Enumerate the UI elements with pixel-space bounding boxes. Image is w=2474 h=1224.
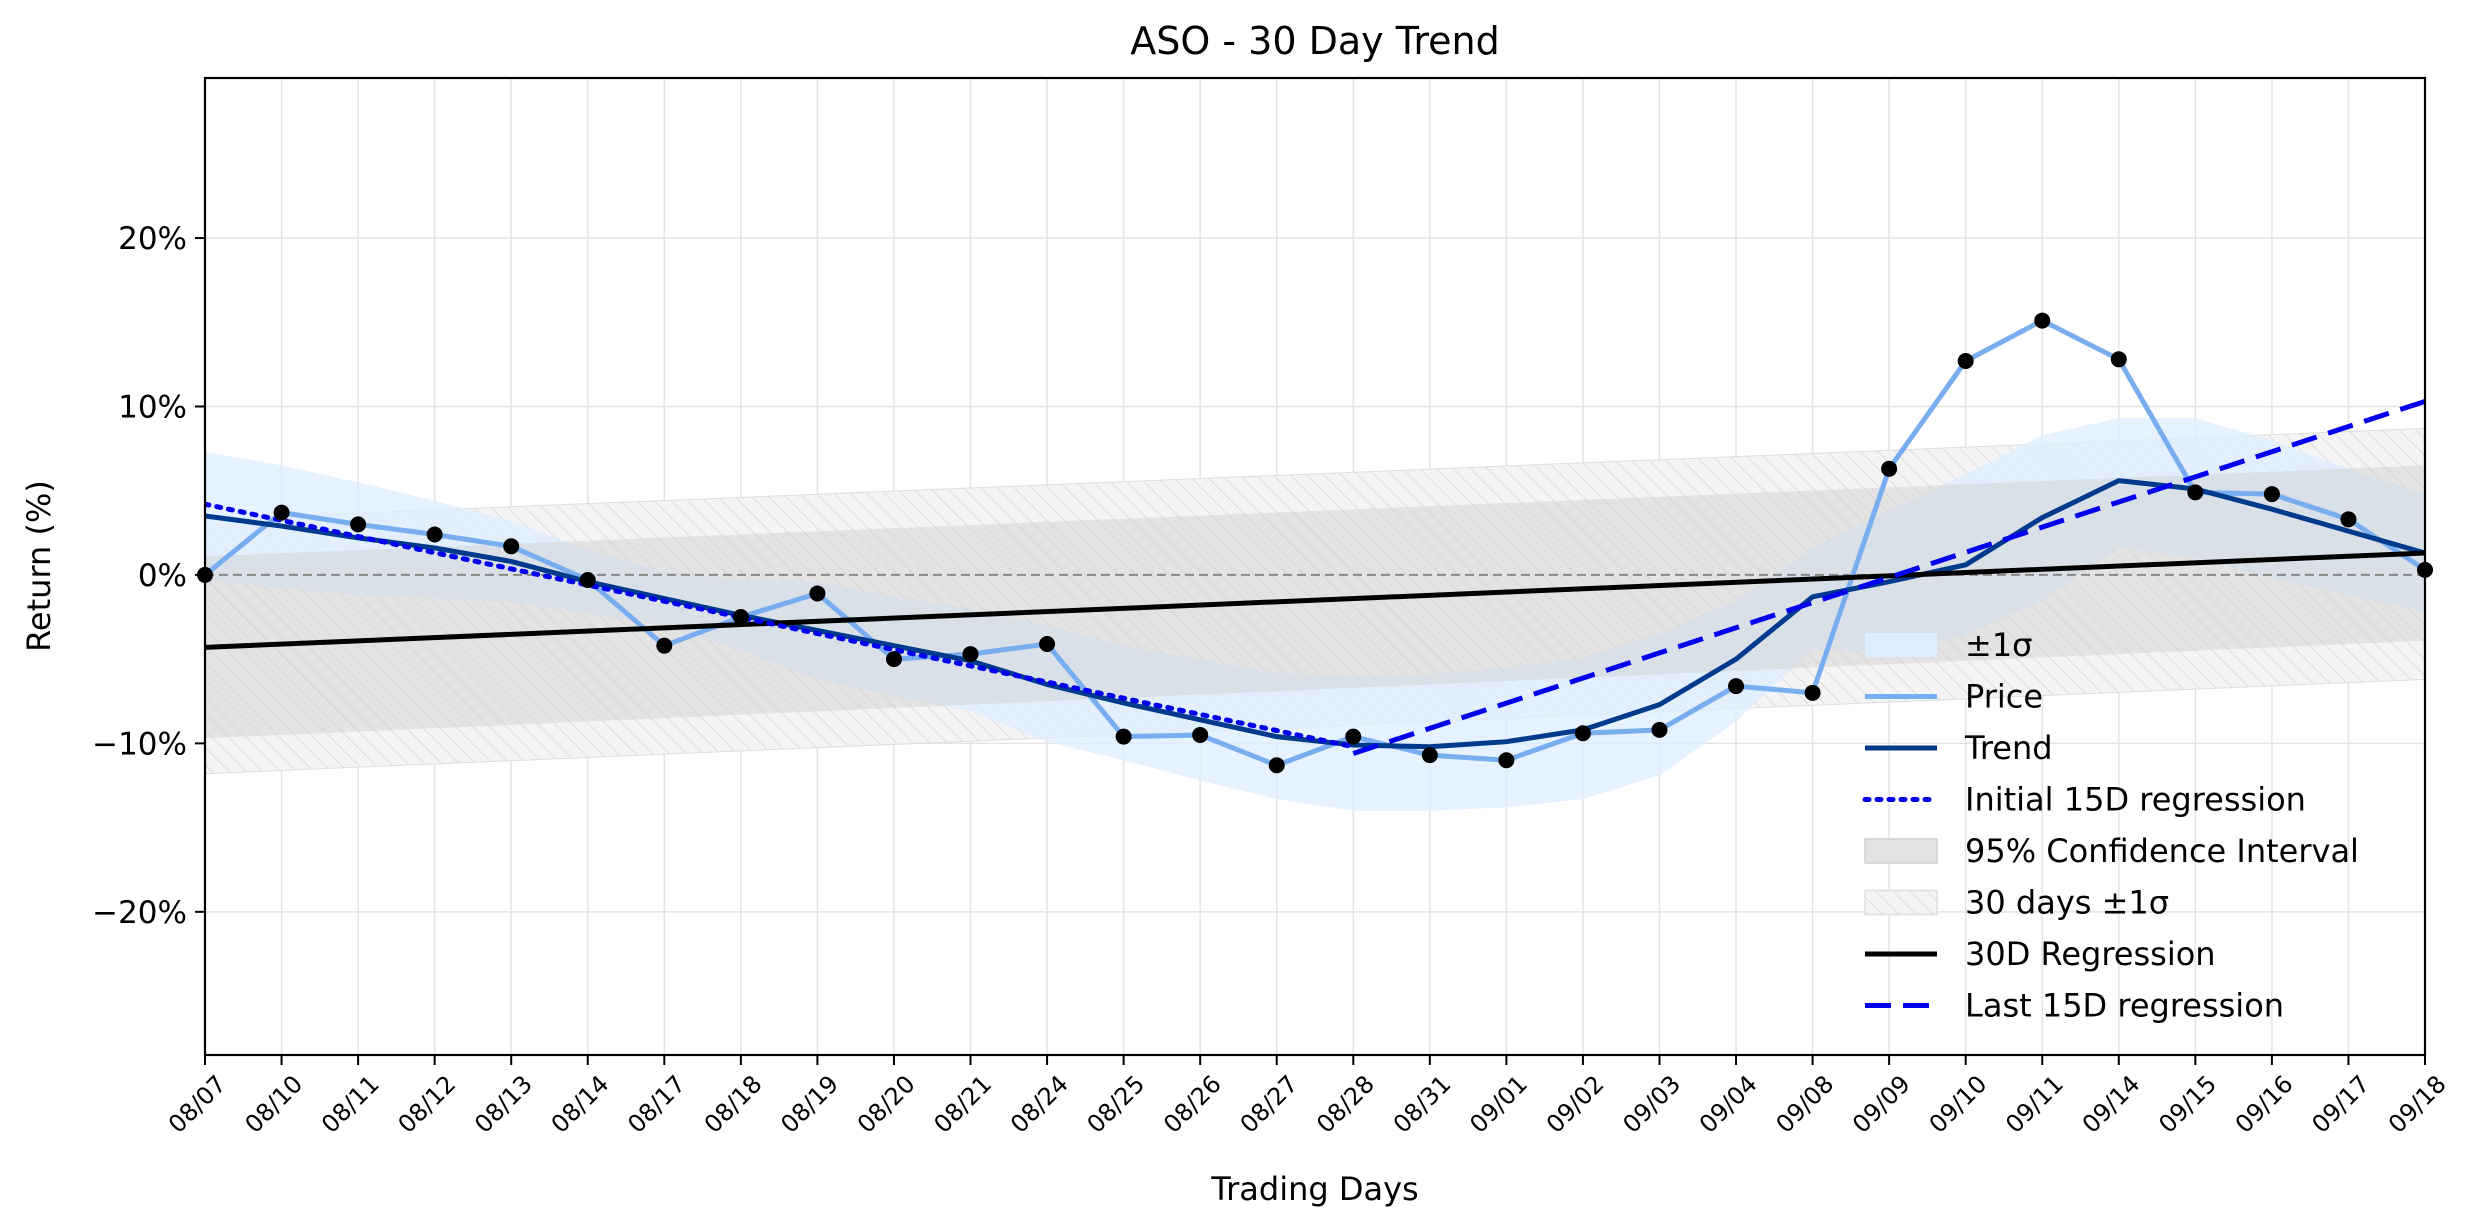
- x-tick-label: 08/28: [1311, 1070, 1380, 1139]
- price-point: [1421, 747, 1438, 764]
- price-point: [503, 538, 520, 555]
- price-point: [1498, 752, 1515, 769]
- series-lines: [205, 318, 2425, 768]
- x-tick-label: 09/03: [1617, 1070, 1686, 1139]
- x-tick-label: 09/15: [2153, 1070, 2222, 1139]
- trend-line: [205, 478, 2425, 750]
- price-point: [579, 571, 596, 588]
- legend-label: ±1σ: [1965, 626, 2032, 664]
- x-tick-label: 09/11: [2000, 1070, 2069, 1139]
- x-tick-label: 08/20: [852, 1070, 921, 1139]
- x-tick-label: 08/07: [163, 1070, 232, 1139]
- x-tick-label: 08/10: [240, 1070, 309, 1139]
- price-point: [1115, 728, 1132, 745]
- legend-label: Price: [1965, 678, 2043, 716]
- legend: ±1σ Price Trend Initial 15D regression 95% C…: [1862, 626, 2359, 1025]
- price-point: [885, 651, 902, 668]
- regression-30d-line: [205, 550, 2425, 650]
- x-tick-label: 09/16: [2230, 1070, 2299, 1139]
- price-point: [350, 516, 367, 533]
- x-tick-label: 09/14: [2077, 1070, 2146, 1139]
- chart-title: ASO - 30 Day Trend: [1130, 19, 1499, 63]
- x-tick-label: 08/31: [1388, 1070, 1457, 1139]
- x-tick-label: 08/13: [469, 1070, 538, 1139]
- y-tick-label: 0%: [138, 558, 187, 594]
- legend-handle-30d-sigma: [1864, 889, 1938, 916]
- x-tick-label: 09/10: [1924, 1070, 1993, 1139]
- price-point: [2340, 511, 2357, 528]
- x-tick-label: 08/11: [316, 1070, 385, 1139]
- y-axis-label: Return (%): [20, 480, 58, 652]
- x-tick-label: 08/27: [1235, 1070, 1304, 1139]
- x-tick-label: 08/17: [622, 1070, 691, 1139]
- y-axis-ticks: −20% −10% 0% 10% 20%: [92, 221, 205, 931]
- legend-label: 95% Confidence Interval: [1965, 832, 2359, 870]
- legend-label: Trend: [1964, 729, 2053, 767]
- x-tick-label: 09/17: [2306, 1070, 2375, 1139]
- x-axis-label: Trading Days: [1210, 1170, 1418, 1208]
- y-tick-label: 10%: [118, 389, 187, 425]
- price-point: [2263, 486, 2280, 503]
- price-point: [732, 609, 749, 626]
- x-tick-label: 08/26: [1158, 1070, 1227, 1139]
- x-tick-label: 08/12: [393, 1070, 462, 1139]
- x-tick-label: 08/24: [1005, 1070, 1074, 1139]
- price-point: [1039, 635, 1056, 652]
- x-tick-label: 09/08: [1771, 1070, 1840, 1139]
- x-tick-label: 09/02: [1541, 1070, 1610, 1139]
- y-tick-label: −20%: [92, 895, 187, 931]
- price-point: [2110, 351, 2127, 368]
- price-point: [962, 646, 979, 663]
- price-point: [1957, 352, 1974, 369]
- legend-label: Last 15D regression: [1965, 987, 2284, 1025]
- y-tick-label: 20%: [118, 221, 187, 257]
- plot-frame: [203, 76, 2427, 1057]
- price-point: [426, 526, 443, 543]
- price-point: [1345, 728, 1362, 745]
- price-point: [273, 504, 290, 521]
- x-tick-label: 08/14: [546, 1070, 615, 1139]
- price-line: [205, 318, 2425, 768]
- x-tick-label: 09/18: [2383, 1070, 2452, 1139]
- x-tick-label: 08/19: [775, 1070, 844, 1139]
- legend-label: 30D Regression: [1965, 935, 2216, 973]
- price-point: [1804, 684, 1821, 701]
- legend-label: Initial 15D regression: [1965, 781, 2306, 819]
- price-point: [2187, 484, 2204, 501]
- x-axis-ticks: 08/07 08/10 08/11 08/12 08/13 08/14 08/17 08/18…: [163, 1055, 2452, 1139]
- legend-label: 30 days ±1σ: [1965, 884, 2169, 922]
- price-point: [656, 637, 673, 654]
- regression-initial-15d-line: [205, 501, 1356, 750]
- price-point: [1881, 460, 1898, 477]
- price-point: [1574, 725, 1591, 742]
- band-sigma: [205, 418, 2425, 811]
- price-point: [1651, 721, 1668, 738]
- legend-handle-sigma: [1865, 633, 1937, 657]
- price-point: [1268, 757, 1285, 774]
- x-tick-label: 09/09: [1847, 1070, 1916, 1139]
- price-point: [809, 585, 826, 602]
- price-point: [2034, 312, 2051, 329]
- legend-handle-confidence: [1864, 838, 1938, 864]
- x-tick-label: 09/04: [1694, 1070, 1763, 1139]
- x-tick-label: 08/18: [699, 1070, 768, 1139]
- price-point: [1192, 726, 1209, 743]
- x-tick-label: 09/01: [1464, 1070, 1533, 1139]
- x-tick-label: 08/21: [928, 1070, 997, 1139]
- y-tick-label: −10%: [92, 726, 187, 762]
- price-point: [1728, 678, 1745, 695]
- price-markers: [197, 312, 2433, 774]
- x-tick-label: 08/25: [1082, 1070, 1151, 1139]
